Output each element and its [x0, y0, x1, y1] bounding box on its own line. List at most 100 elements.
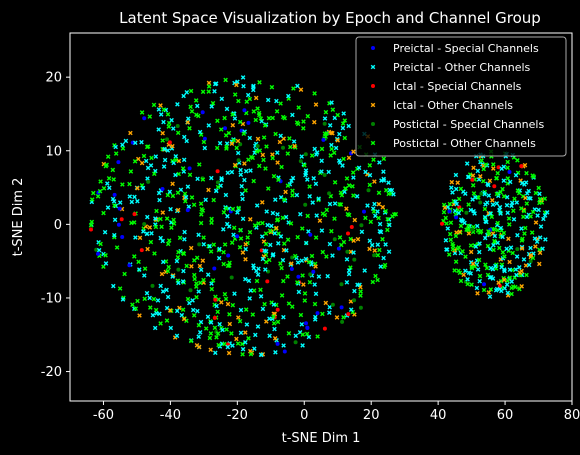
data-point — [359, 229, 365, 235]
data-point — [223, 126, 227, 131]
data-point — [275, 307, 280, 312]
data-point — [523, 225, 528, 231]
data-point — [342, 118, 348, 123]
data-point — [485, 243, 491, 249]
data-point — [340, 125, 346, 131]
data-point — [465, 281, 470, 287]
data-point — [144, 290, 150, 296]
data-point — [327, 191, 332, 196]
data-point — [491, 166, 496, 171]
data-point — [295, 234, 300, 240]
data-point — [238, 142, 243, 147]
data-point — [481, 178, 486, 184]
data-point — [517, 265, 522, 270]
data-point — [258, 287, 263, 293]
data-point — [345, 211, 351, 217]
data-point — [515, 188, 521, 194]
data-point — [159, 224, 164, 230]
data-point — [257, 163, 262, 169]
data-point — [476, 177, 482, 182]
data-point — [248, 351, 254, 357]
data-point — [223, 77, 228, 83]
data-point — [289, 261, 294, 266]
data-point — [351, 149, 356, 154]
data-point — [445, 204, 451, 210]
data-point — [142, 296, 147, 302]
data-point — [254, 278, 260, 284]
data-point — [325, 273, 330, 279]
data-point — [171, 126, 176, 131]
data-point — [481, 166, 486, 172]
data-point — [479, 158, 484, 163]
data-point — [443, 238, 449, 243]
data-point — [188, 338, 194, 344]
data-point — [270, 155, 275, 161]
data-point — [317, 218, 323, 223]
data-point — [286, 93, 291, 99]
data-point — [322, 116, 328, 121]
data-point — [463, 268, 468, 274]
data-point — [164, 216, 170, 221]
data-point — [120, 142, 125, 148]
data-point — [242, 108, 247, 113]
data-point — [207, 335, 213, 341]
data-point — [339, 242, 344, 248]
data-point — [243, 307, 249, 312]
data-point — [253, 117, 259, 123]
data-point — [346, 155, 352, 161]
data-point — [189, 195, 195, 200]
data-point — [500, 234, 505, 240]
data-point — [132, 194, 137, 200]
data-point — [165, 137, 169, 142]
data-point — [274, 109, 280, 114]
data-point — [298, 211, 303, 217]
data-point — [343, 186, 348, 191]
data-point — [156, 190, 162, 196]
data-point — [244, 99, 250, 104]
data-point — [260, 256, 266, 262]
data-point — [310, 200, 315, 205]
data-point — [521, 257, 527, 262]
data-point — [319, 158, 324, 164]
data-point — [227, 321, 233, 327]
data-point — [302, 298, 308, 303]
data-point — [303, 240, 309, 246]
data-point — [334, 315, 340, 320]
data-point — [442, 205, 448, 211]
data-point — [492, 233, 498, 239]
data-point — [165, 192, 171, 198]
x-tick-label: -60 — [93, 408, 114, 423]
data-point — [303, 152, 308, 157]
data-point — [279, 293, 285, 298]
data-point — [238, 172, 244, 177]
data-point — [501, 194, 507, 199]
data-point — [145, 246, 150, 252]
data-point — [351, 238, 356, 243]
data-point — [255, 144, 260, 148]
data-point — [210, 278, 216, 283]
data-point — [196, 344, 202, 350]
y-axis-ticks: -20 -10 0 10 20 — [41, 71, 70, 380]
data-point — [515, 247, 520, 252]
data-point — [251, 178, 256, 184]
data-point — [89, 197, 95, 202]
data-point — [127, 263, 132, 268]
data-point — [335, 138, 340, 143]
data-point — [267, 257, 272, 263]
data-point — [320, 211, 326, 216]
data-point — [367, 163, 373, 168]
data-point — [320, 311, 325, 317]
data-point — [213, 350, 218, 356]
data-point — [313, 291, 319, 297]
data-point — [488, 287, 494, 292]
data-point — [302, 163, 307, 168]
data-point — [269, 223, 274, 229]
data-point — [323, 109, 329, 115]
data-point — [242, 177, 247, 183]
data-point — [346, 123, 351, 129]
data-point — [212, 266, 217, 271]
data-point — [315, 311, 320, 316]
data-point — [214, 303, 219, 309]
data-point — [523, 195, 528, 201]
data-point — [335, 112, 340, 118]
